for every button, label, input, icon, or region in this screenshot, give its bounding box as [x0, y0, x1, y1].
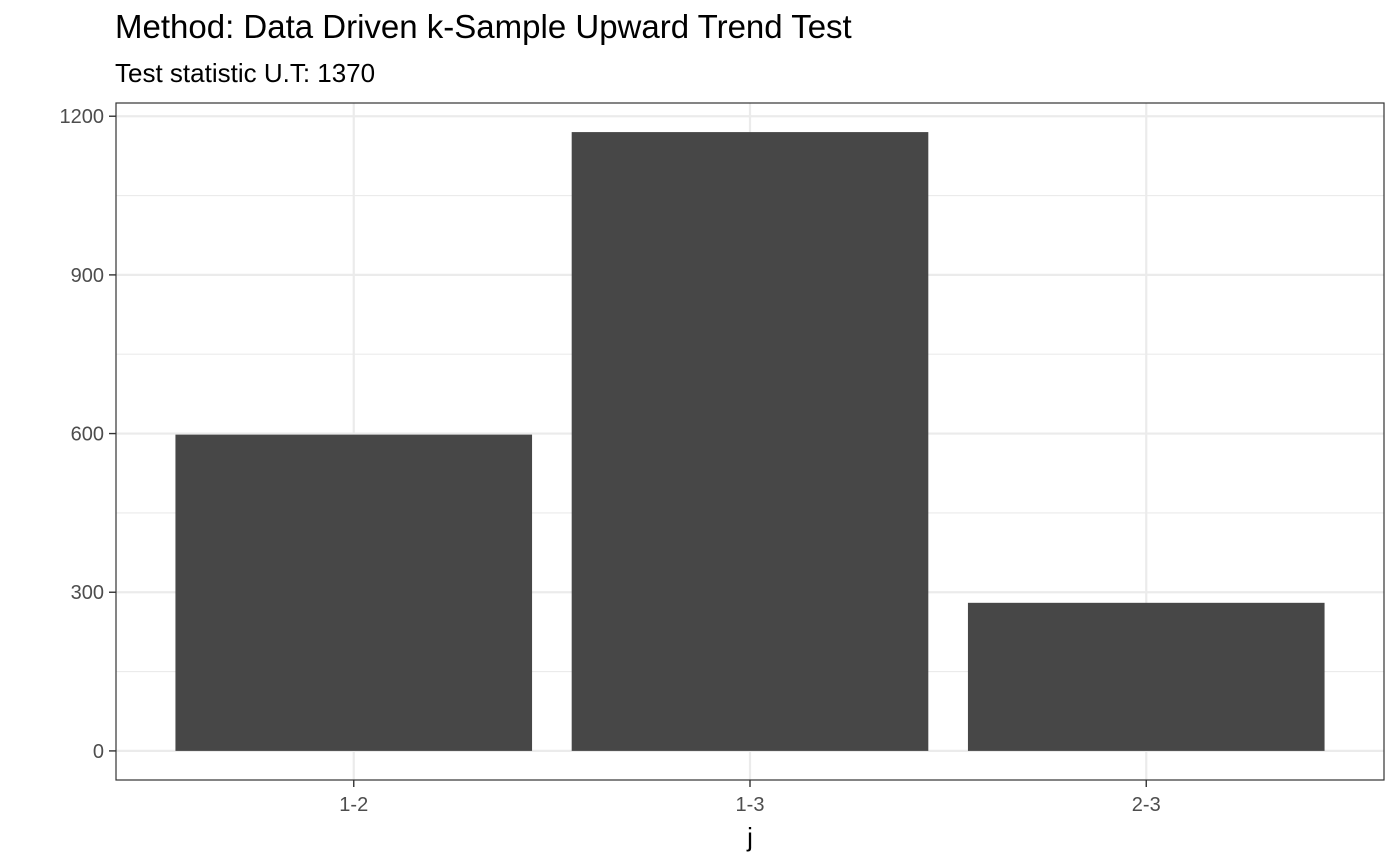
x-axis-title: j [746, 822, 753, 852]
x-tick-label: 1-3 [736, 794, 765, 816]
x-tick-label: 1-2 [339, 794, 368, 816]
bar-2-3 [967, 602, 1325, 751]
chart-subtitle: Test statistic U.T: 1370 [115, 58, 376, 88]
y-tick-label: 900 [71, 265, 104, 287]
y-axis: 0 300 600 900 1200 [60, 106, 116, 763]
x-tick-label: 2-3 [1132, 794, 1161, 816]
bars [175, 132, 1325, 751]
y-tick-label: 1200 [60, 106, 105, 128]
y-tick-label: 600 [71, 424, 104, 446]
chart-title: Method: Data Driven k-Sample Upward Tren… [115, 8, 852, 45]
x-axis: 1-2 1-3 2-3 [339, 780, 1161, 816]
bar-1-2 [175, 434, 533, 751]
y-tick-label: 300 [71, 582, 104, 604]
y-tick-label: 0 [93, 741, 104, 763]
bar-1-3 [571, 132, 929, 751]
